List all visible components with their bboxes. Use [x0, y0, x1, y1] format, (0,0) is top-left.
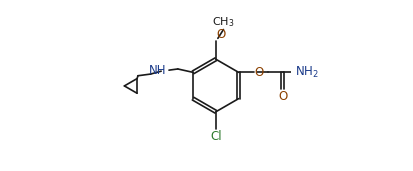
- Text: O: O: [217, 28, 226, 41]
- Text: Cl: Cl: [210, 130, 222, 143]
- Text: NH$_2$: NH$_2$: [295, 65, 319, 80]
- Text: NH: NH: [148, 64, 166, 77]
- Text: CH$_3$: CH$_3$: [212, 15, 235, 29]
- Text: O: O: [254, 66, 263, 79]
- Text: O: O: [278, 90, 287, 103]
